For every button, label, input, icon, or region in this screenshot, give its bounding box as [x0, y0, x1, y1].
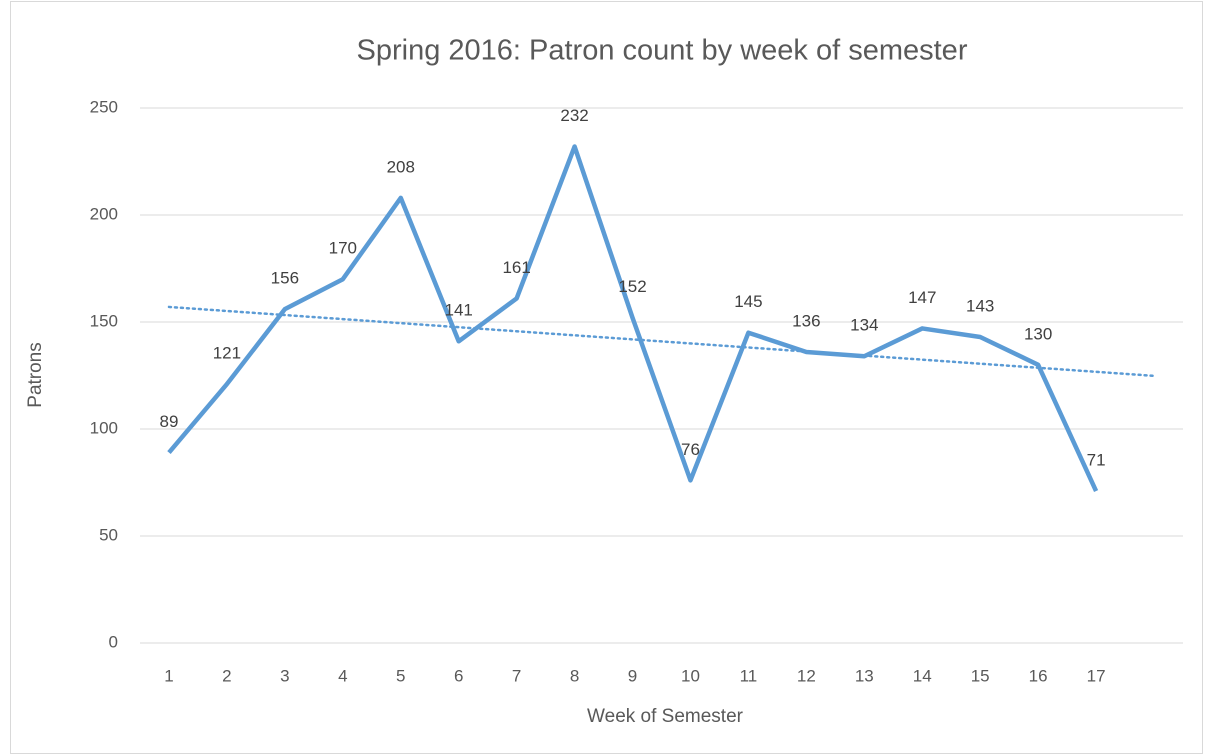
data-label: 161 [502, 258, 530, 277]
x-tick-label: 8 [570, 666, 579, 685]
chart-title: Spring 2016: Patron count by week of sem… [357, 35, 968, 67]
x-tick-label: 16 [1029, 666, 1048, 685]
data-line [167, 144, 1099, 492]
data-label: 143 [966, 296, 994, 315]
x-tick-label: 7 [512, 666, 521, 685]
y-tick-label: 250 [90, 97, 118, 116]
data-label: 136 [792, 311, 820, 330]
data-label: 232 [560, 106, 588, 125]
data-label: 147 [908, 288, 936, 307]
x-tick-label: 3 [280, 666, 289, 685]
x-tick-label: 11 [740, 666, 758, 685]
data-label: 156 [271, 269, 299, 288]
x-tick-label: 4 [338, 666, 347, 685]
x-tick-label: 12 [797, 666, 816, 685]
x-tick-label: 17 [1087, 666, 1106, 685]
data-label: 134 [850, 316, 878, 335]
data-label: 152 [618, 277, 646, 296]
x-tick-label: 6 [454, 666, 463, 685]
y-tick-label: 200 [90, 204, 118, 223]
data-label: 208 [387, 157, 415, 176]
data-label: 170 [329, 239, 357, 258]
x-tick-label: 15 [971, 666, 990, 685]
y-tick-label: 0 [109, 632, 118, 651]
y-tick-label: 100 [90, 418, 118, 437]
x-axis-label: Week of Semester [587, 706, 744, 727]
y-tick-label: 50 [99, 525, 118, 544]
data-label: 89 [160, 412, 179, 431]
x-tick-label: 1 [164, 666, 173, 685]
data-label: 71 [1087, 451, 1106, 470]
data-label: 76 [681, 440, 700, 459]
trendline [167, 305, 1156, 378]
data-label: 141 [445, 301, 473, 320]
x-tick-label: 5 [396, 666, 405, 685]
x-tick-label: 14 [913, 666, 932, 685]
chart-border [10, 1, 1203, 754]
y-tick-label: 150 [90, 311, 118, 330]
data-label: 130 [1024, 324, 1052, 343]
x-tick-label: 2 [222, 666, 231, 685]
data-label: 145 [734, 292, 762, 311]
data-label: 121 [213, 344, 241, 363]
x-tick-label: 9 [628, 666, 637, 685]
x-tick-label: 10 [681, 666, 700, 685]
x-tick-label: 13 [855, 666, 874, 685]
y-axis-label: Patrons [25, 342, 46, 407]
